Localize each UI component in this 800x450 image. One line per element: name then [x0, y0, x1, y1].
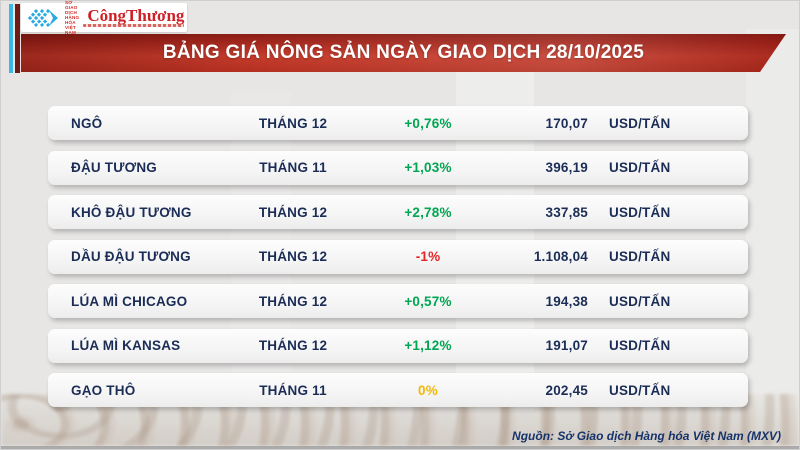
price-value: 202,45 — [545, 382, 588, 398]
commodity-name: GẠO THÔ — [71, 382, 136, 398]
percent-change: +2,78% — [404, 204, 452, 220]
contract-month: THÁNG 12 — [258, 338, 328, 353]
table-row: NGÔ THÁNG 12 +0,76% 170,07 USD/TẤN — [48, 106, 748, 140]
commodity-name: LÚA MÌ CHICAGO — [71, 293, 188, 309]
logo-bar: SỞ GIAO DỊCH HÀNG HÓA VIỆT NAM CôngThươn… — [21, 0, 187, 35]
contract-month: THÁNG 12 — [258, 249, 328, 264]
unit-label: USD/TẤN — [609, 249, 671, 264]
percent-change: 0% — [418, 382, 438, 398]
commodity-name: NGÔ — [71, 115, 103, 131]
price-table: NGÔ THÁNG 12 +0,76% 170,07 USD/TẤN ĐẬU T… — [48, 106, 748, 407]
table-row: LÚA MÌ CHICAGO THÁNG 12 +0,57% 194,38 US… — [48, 284, 748, 318]
price-value: 170,07 — [545, 115, 588, 131]
title-banner: BẢNG GIÁ NÔNG SẢN NGÀY GIAO DỊCH 28/10/2… — [21, 34, 786, 72]
cong-thuong-logo: CôngThương — [83, 6, 185, 27]
unit-label: USD/TẤN — [609, 204, 671, 220]
contract-month: THÁNG 12 — [258, 115, 328, 131]
cong-thuong-wordmark: CôngThương — [87, 6, 185, 25]
contract-month: THÁNG 11 — [259, 160, 327, 175]
price-value: 191,07 — [545, 338, 588, 353]
commodity-name: KHÔ ĐẬU TƯƠNG — [71, 204, 192, 220]
mxv-logo-text: SỞ GIAO DỊCH HÀNG HÓA VIỆT NAM — [65, 0, 80, 35]
contract-month: THÁNG 12 — [258, 204, 328, 220]
table-row: LÚA MÌ KANSAS THÁNG 12 +1,12% 191,07 USD… — [48, 328, 748, 363]
percent-change: +0,76% — [404, 115, 452, 131]
percent-change: +1,03% — [404, 160, 452, 175]
bottom-border — [1, 446, 799, 449]
unit-label: USD/TẤN — [609, 115, 671, 131]
cong-thuong-tagline — [83, 24, 185, 27]
commodity-name: LÚA MÌ KANSAS — [71, 338, 181, 353]
left-accent-stripe-blue — [9, 4, 13, 73]
unit-label: USD/TẤN — [609, 160, 671, 175]
unit-label: USD/TẤN — [609, 293, 671, 309]
percent-change: +1,12% — [404, 338, 452, 353]
table-row: ĐẬU TƯƠNG THÁNG 11 +1,03% 396,19 USD/TẤN — [48, 150, 748, 185]
table-row: DẦU ĐẬU TƯƠNG THÁNG 12 -1% 1.108,04 USD/… — [48, 239, 748, 274]
unit-label: USD/TẤN — [609, 382, 671, 398]
left-accent-stripe-maroon — [15, 4, 20, 73]
percent-change: +0,57% — [404, 293, 452, 309]
percent-change: -1% — [415, 249, 441, 264]
price-value: 337,85 — [545, 204, 588, 220]
price-value: 194,38 — [545, 293, 588, 309]
table-row: GẠO THÔ THÁNG 11 0% 202,45 USD/TẤN — [48, 373, 748, 407]
mxv-chevrons-icon — [27, 7, 61, 29]
price-value: 396,19 — [545, 160, 588, 175]
unit-label: USD/TẤN — [609, 338, 671, 353]
contract-month: THÁNG 12 — [258, 293, 328, 309]
page-title: BẢNG GIÁ NÔNG SẢN NGÀY GIAO DỊCH 28/10/2… — [162, 42, 645, 63]
contract-month: THÁNG 11 — [259, 382, 327, 398]
commodity-name: DẦU ĐẬU TƯƠNG — [71, 249, 191, 264]
source-credit: Nguồn: Sở Giao dịch Hàng hóa Việt Nam (M… — [512, 429, 781, 443]
commodity-name: ĐẬU TƯƠNG — [71, 160, 158, 175]
price-value: 1.108,04 — [533, 249, 588, 264]
table-row: KHÔ ĐẬU TƯƠNG THÁNG 12 +2,78% 337,85 USD… — [48, 195, 748, 229]
